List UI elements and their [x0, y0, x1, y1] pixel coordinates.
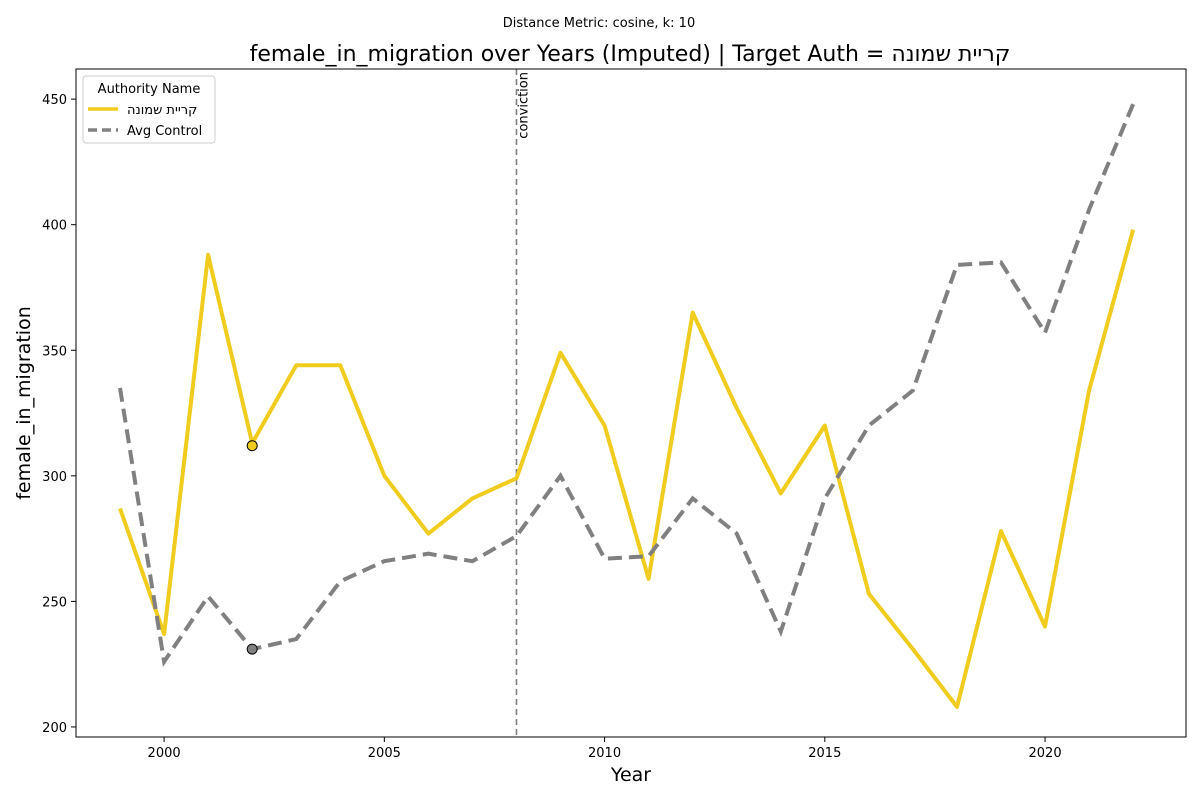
- x-axis-label: Year: [610, 764, 651, 786]
- y-axis-label: female_in_migration: [13, 306, 35, 500]
- y-tick-label: 350: [42, 344, 67, 359]
- y-tick-label: 300: [42, 470, 67, 485]
- y-tick-label: 400: [42, 219, 67, 234]
- legend-title: Authority Name: [98, 82, 201, 97]
- plot-frame: [75, 68, 1187, 738]
- legend-box: [82, 75, 216, 144]
- legend: Authority Name קריית שמונה Avg Control: [82, 75, 216, 144]
- series-line-target: [118, 229, 1136, 709]
- x-tick-label: 2020: [1029, 746, 1062, 761]
- axis-ticks: 2000 2005 2010 2015 2020 200 250 300 350 400 450: [42, 93, 1061, 761]
- imputed-point-marker: [246, 440, 258, 452]
- conviction-label: conviction: [516, 72, 531, 139]
- x-tick-label: 2000: [148, 746, 181, 761]
- chart-title: female_in_migration over Years (Imputed)…: [250, 42, 1011, 67]
- y-tick-label: 450: [42, 93, 67, 108]
- y-tick-label: 250: [42, 595, 67, 610]
- chart-subtitle: Distance Metric: cosine, k: 10: [503, 16, 695, 31]
- x-tick-label: 2010: [588, 746, 621, 761]
- imputed-point-marker: [246, 643, 258, 655]
- legend-label-control: Avg Control: [127, 124, 202, 139]
- y-tick-label: 200: [42, 721, 67, 736]
- x-tick-label: 2015: [808, 746, 841, 761]
- series-line-control: [118, 103, 1135, 668]
- plot-area: conviction: [118, 69, 1136, 737]
- x-tick-label: 2005: [368, 746, 401, 761]
- legend-label-target: קריית שמונה: [127, 103, 197, 118]
